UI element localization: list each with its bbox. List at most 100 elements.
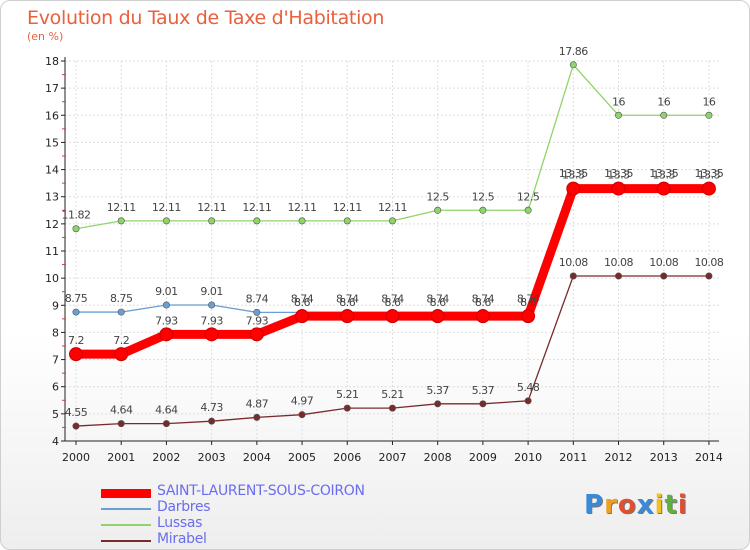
x-tick-label: 2011 [559, 451, 587, 464]
data-point [524, 397, 532, 405]
data-label: 13.35 [694, 167, 723, 180]
logo-letter: P [584, 490, 605, 520]
data-point [343, 404, 351, 412]
legend-label: Mirabel [157, 531, 207, 547]
data-label: 12.11 [378, 201, 407, 214]
data-label: 4.97 [291, 395, 314, 408]
data-point [114, 347, 129, 362]
data-point [430, 309, 445, 324]
legend-swatch [101, 488, 151, 498]
y-tick-label: 12 [45, 218, 59, 231]
data-point [660, 272, 668, 280]
data-point [208, 417, 216, 425]
data-point [253, 308, 261, 316]
y-tick-label: 8 [52, 326, 59, 339]
data-label: 17.86 [559, 45, 588, 58]
data-point [611, 181, 626, 196]
data-label: 5.37 [472, 384, 495, 397]
data-label: 13.35 [649, 167, 678, 180]
data-point [72, 225, 80, 233]
data-label: 12.11 [152, 201, 181, 214]
data-label: 7.93 [155, 314, 178, 327]
x-tick-label: 2005 [288, 451, 316, 464]
data-label: 8.6 [475, 296, 491, 309]
data-point [162, 301, 170, 309]
legend-label: Lussas [157, 515, 203, 531]
x-tick-label: 2002 [152, 451, 180, 464]
y-tick-label: 4 [52, 435, 59, 448]
x-tick-label: 2000 [62, 451, 90, 464]
x-tick-label: 2014 [695, 451, 723, 464]
logo-letter: t [664, 490, 678, 520]
x-tick-label: 2006 [333, 451, 361, 464]
data-label: 10.08 [694, 256, 723, 269]
data-point [521, 309, 536, 324]
data-point [434, 400, 442, 408]
data-point [705, 272, 713, 280]
data-point [385, 309, 400, 324]
x-tick-label: 2001 [107, 451, 135, 464]
x-tick-label: 2012 [605, 451, 633, 464]
data-point [249, 327, 264, 342]
legend-swatch [101, 540, 151, 542]
data-label: 8.74 [246, 292, 269, 305]
data-point [162, 420, 170, 428]
data-label: 8.75 [65, 292, 88, 305]
data-point [117, 308, 125, 316]
data-label: 9.01 [200, 285, 223, 298]
data-label: 7.93 [200, 314, 223, 327]
data-label: 12.5 [426, 190, 449, 203]
y-tick-label: 10 [45, 272, 59, 285]
data-label: 4.87 [246, 397, 269, 410]
x-tick-label: 2009 [469, 451, 497, 464]
data-point [388, 404, 396, 412]
data-label: 8.74 [426, 292, 449, 305]
data-label: 13.3 [562, 169, 585, 182]
data-label: 5.37 [426, 384, 449, 397]
y-tick-label: 16 [45, 109, 59, 122]
data-point [298, 217, 306, 225]
proxiti-logo: Proxiti [584, 490, 688, 520]
x-tick-label: 2008 [424, 451, 452, 464]
data-point [388, 217, 396, 225]
data-label: 12.5 [472, 190, 495, 203]
data-point [569, 61, 577, 69]
data-point [208, 217, 216, 225]
x-tick-label: 2010 [514, 451, 542, 464]
y-tick-label: 17 [45, 82, 59, 95]
y-tick-label: 15 [45, 136, 59, 149]
y-tick-label: 5 [52, 408, 59, 421]
data-point [701, 181, 716, 196]
data-label: 12.11 [197, 201, 226, 214]
y-tick-label: 6 [52, 381, 59, 394]
data-point [615, 272, 623, 280]
chart-title: Evolution du Taux de Taxe d'Habitation [27, 7, 385, 29]
y-tick-label: 18 [45, 55, 59, 68]
y-tick-label: 14 [45, 164, 59, 177]
data-label: 13.3 [607, 169, 630, 182]
data-point [253, 217, 261, 225]
data-point [615, 111, 623, 119]
data-point [660, 111, 668, 119]
data-label: 10.08 [649, 256, 678, 269]
data-point [524, 206, 532, 214]
y-tick-label: 13 [45, 191, 59, 204]
data-point [479, 400, 487, 408]
data-label: 16 [657, 95, 670, 108]
logo-letter: x [636, 490, 655, 520]
data-label: 12.11 [242, 201, 271, 214]
data-label: 12.11 [333, 201, 362, 214]
x-tick-label: 2007 [378, 451, 406, 464]
data-point [162, 217, 170, 225]
data-label: 13.35 [559, 167, 588, 180]
data-label: 8.74 [472, 292, 495, 305]
legend-swatch [101, 524, 151, 526]
data-point [159, 327, 174, 342]
data-point [117, 420, 125, 428]
data-label: 4.64 [110, 404, 133, 417]
data-label: 8.74 [336, 292, 359, 305]
legend-swatch [101, 508, 151, 510]
data-point [343, 217, 351, 225]
